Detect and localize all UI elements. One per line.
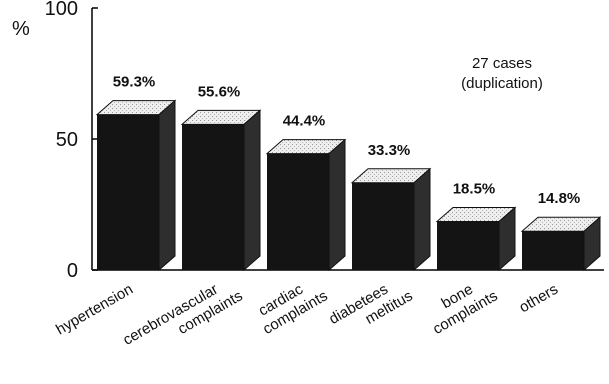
bar-front-face [97, 114, 159, 270]
category-label-line: others [516, 281, 561, 317]
data-label: 14.8% [538, 190, 581, 207]
bar [435, 206, 517, 272]
y-axis-unit: % [12, 18, 30, 40]
bar-side-face [583, 216, 601, 272]
bar-side-face [243, 109, 261, 272]
bar [265, 138, 347, 272]
bar [520, 216, 602, 272]
data-label: 55.6% [198, 83, 241, 100]
bar-front-face [267, 153, 329, 270]
y-tick-label: 0 [67, 260, 78, 282]
data-label: 18.5% [453, 181, 496, 198]
bar-side-face [158, 99, 176, 272]
category-label: cardiaccomplaints [251, 272, 331, 338]
category-label: others [516, 281, 561, 317]
data-label: 33.3% [368, 142, 411, 159]
y-tick-label: 100 [45, 0, 78, 20]
category-label: hypertension [53, 281, 136, 339]
chart-annotation: 27 cases [472, 55, 532, 72]
bar-front-face [522, 231, 584, 270]
y-tick-label: 50 [56, 129, 78, 151]
category-label: diabeteesmeltitus [326, 272, 415, 344]
bar-side-face [498, 206, 516, 272]
category-label: bonecomplaints [421, 272, 501, 338]
data-label: 59.3% [113, 74, 156, 91]
bar-side-face [413, 167, 431, 272]
bar-side-face [328, 138, 346, 272]
category-label-line: hypertension [53, 281, 136, 339]
bar-front-face [352, 182, 414, 270]
category-label: cerebrovascularcomplaints [120, 272, 246, 365]
bar [95, 99, 177, 272]
data-label: 44.4% [283, 113, 326, 130]
chart-annotation: (duplication) [461, 75, 543, 92]
bar-front-face [182, 124, 244, 270]
bar-front-face [437, 221, 499, 270]
bar [350, 167, 432, 272]
bar [180, 109, 262, 272]
